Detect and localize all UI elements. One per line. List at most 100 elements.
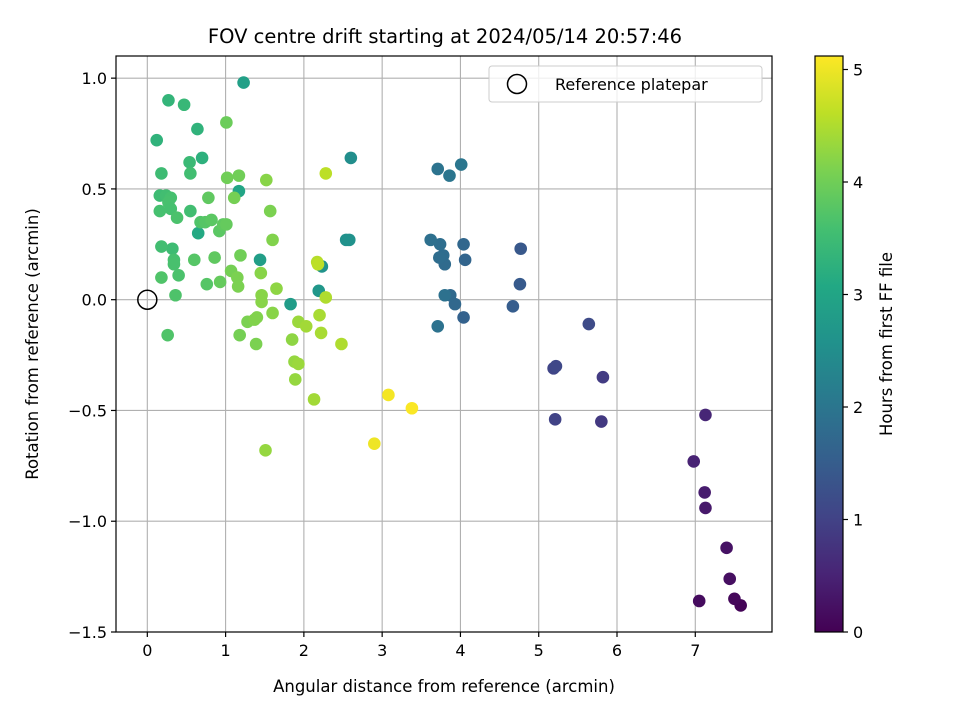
data-point xyxy=(314,326,328,340)
data-point xyxy=(443,169,456,182)
data-point xyxy=(232,169,246,182)
data-point xyxy=(433,238,447,251)
data-point xyxy=(167,257,181,271)
data-point xyxy=(513,277,527,291)
y-tick-label: 1.0 xyxy=(82,69,107,88)
data-point xyxy=(254,266,268,280)
data-point xyxy=(220,171,234,185)
legend-box xyxy=(488,65,763,103)
data-point xyxy=(200,277,214,291)
data-point xyxy=(698,486,711,499)
colorbar-gradient xyxy=(814,55,844,633)
data-point xyxy=(405,401,419,415)
data-point xyxy=(249,337,263,351)
x-tick-label: 6 xyxy=(612,641,622,660)
data-point xyxy=(342,233,356,247)
data-point xyxy=(237,76,250,89)
y-axis-ticks: 1.0 0.5 0.0 −0.5 −1.0 −1.5 xyxy=(68,69,116,642)
data-point xyxy=(169,288,182,302)
data-point xyxy=(687,455,701,468)
data-point xyxy=(335,337,348,351)
data-point xyxy=(202,191,215,205)
data-points xyxy=(150,76,747,612)
y-axis-label: Rotation from reference (arcmin) xyxy=(23,208,42,480)
data-point xyxy=(255,295,268,309)
data-point xyxy=(266,233,279,247)
data-point xyxy=(208,251,221,264)
data-point xyxy=(438,288,452,302)
data-point xyxy=(284,297,297,311)
colorbar-tick-label: 3 xyxy=(853,286,863,305)
data-point xyxy=(596,370,610,384)
data-point xyxy=(220,116,233,129)
colorbar-tick-label: 4 xyxy=(853,173,863,192)
data-point xyxy=(720,541,733,555)
data-point xyxy=(195,151,209,165)
data-point xyxy=(191,226,205,240)
data-point xyxy=(454,158,468,171)
x-tick-label: 0 xyxy=(142,641,152,660)
y-tick-label: −0.5 xyxy=(68,401,107,420)
colorbar-tick-label: 5 xyxy=(853,61,863,80)
legend-reference-marker xyxy=(506,73,528,95)
chart-title: FOV centre drift starting at 2024/05/14 … xyxy=(208,25,682,48)
data-point xyxy=(253,253,267,267)
data-point xyxy=(548,413,562,426)
data-point xyxy=(319,291,333,304)
data-point xyxy=(582,317,596,331)
data-point xyxy=(170,211,184,225)
data-point xyxy=(184,167,197,180)
data-point xyxy=(307,393,321,406)
data-point xyxy=(187,253,201,267)
gridlines xyxy=(116,56,772,633)
data-point xyxy=(549,359,563,373)
data-point xyxy=(150,133,164,147)
colorbar-tick-label: 1 xyxy=(853,511,863,530)
data-point xyxy=(319,167,333,180)
x-tick-label: 1 xyxy=(221,641,231,660)
data-point xyxy=(166,242,179,256)
colorbar-label: Hours from first FF file xyxy=(877,252,896,436)
data-point xyxy=(161,328,174,342)
colorbar-tick-label: 2 xyxy=(853,398,863,417)
y-tick-label: −1.0 xyxy=(68,512,107,531)
data-point xyxy=(285,333,299,346)
data-point xyxy=(155,240,168,253)
data-point xyxy=(250,311,264,324)
data-point xyxy=(728,592,741,606)
plot-frame xyxy=(115,55,773,633)
x-tick-label: 7 xyxy=(690,641,700,660)
data-point xyxy=(313,308,326,322)
data-point xyxy=(457,311,470,324)
colorbar: 0 1 2 3 4 5 Hours from first FF file xyxy=(814,55,896,642)
data-point xyxy=(213,275,227,289)
data-point xyxy=(506,300,520,313)
data-point xyxy=(164,202,178,216)
reference-marker xyxy=(137,289,158,310)
data-point xyxy=(153,204,167,218)
data-point xyxy=(234,249,247,262)
data-point xyxy=(595,415,608,428)
data-point xyxy=(382,388,395,402)
data-point xyxy=(263,204,277,218)
data-point xyxy=(723,572,737,586)
data-point xyxy=(514,242,528,256)
x-axis-ticks: 0 1 2 3 4 5 6 7 xyxy=(142,632,700,660)
data-point xyxy=(266,306,279,320)
data-point xyxy=(155,271,168,284)
data-point xyxy=(184,204,197,218)
data-point xyxy=(177,98,191,112)
data-point xyxy=(191,122,204,136)
data-point xyxy=(299,319,313,333)
data-point xyxy=(172,269,185,282)
data-point xyxy=(155,167,168,180)
data-point xyxy=(431,319,445,333)
data-point xyxy=(368,437,381,450)
y-tick-label: 0.5 xyxy=(82,180,107,199)
data-point xyxy=(458,253,472,267)
data-point xyxy=(288,373,302,386)
y-tick-label: 0.0 xyxy=(82,291,107,310)
data-point xyxy=(183,156,196,169)
data-point xyxy=(344,151,358,165)
